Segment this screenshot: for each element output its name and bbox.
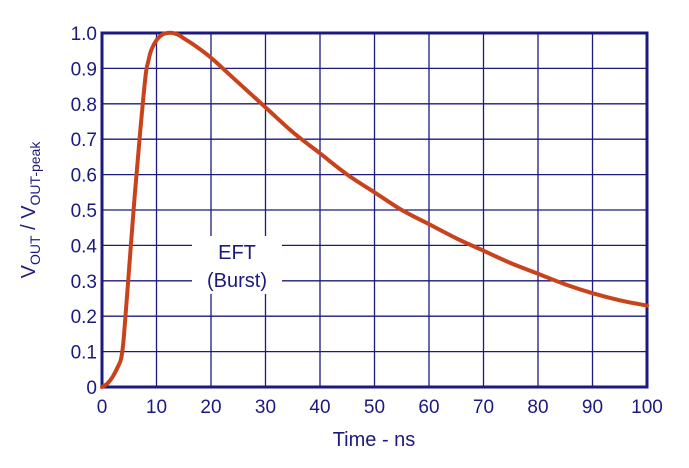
annotation-line1: EFT (218, 242, 256, 264)
y-tick-label: 0.3 (71, 272, 97, 293)
x-tick-label: 50 (364, 397, 385, 418)
x-tick-label: 60 (418, 397, 439, 418)
plot-frame (100, 31, 649, 389)
x-axis-title: Time - ns (333, 429, 416, 451)
annotation-background (192, 236, 282, 294)
y-tick-label: 0.6 (71, 166, 97, 187)
x-tick-label: 20 (200, 397, 221, 418)
y-tick-label: 0.9 (71, 59, 97, 80)
x-tick-label: 100 (631, 397, 663, 418)
y-axis-title-sub1: OUT (27, 235, 43, 265)
series-line (100, 30, 649, 389)
y-tick-label: 1.0 (71, 24, 97, 45)
y-axis-title: VOUT / VOUT-peak (18, 141, 43, 279)
annotation: EFT (Burst) (192, 236, 282, 294)
y-tick-label: 0.8 (71, 95, 97, 116)
x-tick-label: 90 (582, 397, 603, 418)
x-tick-label: 70 (473, 397, 494, 418)
x-tick-labels: 0 10 20 30 40 50 60 70 80 90 100 (97, 397, 663, 418)
x-tick-label: 80 (527, 397, 548, 418)
annotation-line2: (Burst) (207, 270, 267, 292)
y-tick-label: 0.5 (71, 201, 97, 222)
y-tick-label: 0.2 (71, 307, 97, 328)
y-tick-label: 0.4 (71, 236, 98, 257)
y-tick-label: 0.7 (71, 130, 97, 151)
x-tick-label: 30 (255, 397, 276, 418)
y-axis-title-sep: / V (18, 205, 40, 236)
x-tick-label: 0 (97, 397, 108, 418)
y-tick-labels: 0 0.1 0.2 0.3 0.4 0.5 0.6 0.7 0.8 0.9 1.0 (71, 24, 98, 399)
x-tick-label: 40 (309, 397, 330, 418)
y-tick-label: 0.1 (71, 343, 97, 364)
y-tick-label: 0 (86, 378, 97, 399)
y-axis-title-sub2: OUT-peak (27, 141, 43, 206)
x-tick-label: 10 (146, 397, 167, 418)
y-axis-title-main: V (18, 264, 40, 278)
grid-lines (101, 32, 648, 388)
